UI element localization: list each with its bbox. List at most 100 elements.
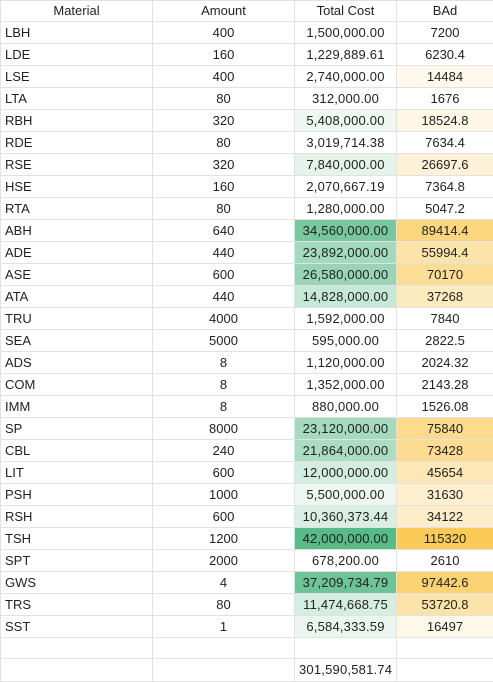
amount-cell[interactable]: 1: [153, 616, 295, 638]
bad-cell[interactable]: 14484: [397, 66, 493, 88]
bad-cell[interactable]: 73428: [397, 440, 493, 462]
header-bad[interactable]: BAd: [397, 1, 493, 22]
amount-cell[interactable]: 320: [153, 110, 295, 132]
amount-cell[interactable]: 400: [153, 66, 295, 88]
bad-cell[interactable]: 115320: [397, 528, 493, 550]
amount-cell[interactable]: 8: [153, 352, 295, 374]
material-cell[interactable]: GWS: [1, 572, 153, 594]
bad-cell[interactable]: 2143.28: [397, 374, 493, 396]
total-cost-cell[interactable]: 1,592,000.00: [295, 308, 397, 330]
total-cost-cell[interactable]: 12,000,000.00: [295, 462, 397, 484]
total-cost-cell[interactable]: 6,584,333.59: [295, 616, 397, 638]
bad-cell[interactable]: 53720.8: [397, 594, 493, 616]
material-cell[interactable]: RTA: [1, 198, 153, 220]
bad-cell[interactable]: 7200: [397, 22, 493, 44]
material-cell[interactable]: HSE: [1, 176, 153, 198]
material-cell[interactable]: TRU: [1, 308, 153, 330]
total-cost-cell[interactable]: 595,000.00: [295, 330, 397, 352]
material-cell[interactable]: TSH: [1, 528, 153, 550]
bad-cell[interactable]: 2024.32: [397, 352, 493, 374]
amount-cell[interactable]: 8: [153, 396, 295, 418]
total-cost-cell[interactable]: 23,120,000.00: [295, 418, 397, 440]
amount-cell[interactable]: 8: [153, 374, 295, 396]
bad-cell[interactable]: 1676: [397, 88, 493, 110]
bad-cell[interactable]: 2822.5: [397, 330, 493, 352]
amount-cell[interactable]: 440: [153, 286, 295, 308]
amount-cell[interactable]: 160: [153, 176, 295, 198]
material-cell[interactable]: RDE: [1, 132, 153, 154]
bad-cell[interactable]: 45654: [397, 462, 493, 484]
material-cell[interactable]: ADE: [1, 242, 153, 264]
header-total-cost[interactable]: Total Cost: [295, 1, 397, 22]
material-cell[interactable]: ASE: [1, 264, 153, 286]
amount-cell[interactable]: 80: [153, 88, 295, 110]
amount-cell[interactable]: 320: [153, 154, 295, 176]
bad-cell[interactable]: 18524.8: [397, 110, 493, 132]
total-cost-cell[interactable]: 10,360,373.44: [295, 506, 397, 528]
amount-cell[interactable]: 2000: [153, 550, 295, 572]
bad-cell[interactable]: 7634.4: [397, 132, 493, 154]
amount-cell[interactable]: 240: [153, 440, 295, 462]
bad-cell[interactable]: 26697.6: [397, 154, 493, 176]
material-cell[interactable]: TRS: [1, 594, 153, 616]
total-cost-cell[interactable]: 678,200.00: [295, 550, 397, 572]
amount-cell[interactable]: 640: [153, 220, 295, 242]
bad-cell[interactable]: 70170: [397, 264, 493, 286]
bad-cell[interactable]: 31630: [397, 484, 493, 506]
amount-cell[interactable]: 1200: [153, 528, 295, 550]
total-cost-cell[interactable]: 2,740,000.00: [295, 66, 397, 88]
material-cell[interactable]: LDE: [1, 44, 153, 66]
total-cost-sum-cell[interactable]: 301,590,581.74: [295, 659, 397, 682]
material-cell[interactable]: ATA: [1, 286, 153, 308]
bad-cell[interactable]: 55994.4: [397, 242, 493, 264]
total-cost-cell[interactable]: 7,840,000.00: [295, 154, 397, 176]
bad-cell[interactable]: 7840: [397, 308, 493, 330]
bad-cell[interactable]: 75840: [397, 418, 493, 440]
material-cell[interactable]: SEA: [1, 330, 153, 352]
amount-cell[interactable]: 8000: [153, 418, 295, 440]
bad-cell[interactable]: 5047.2: [397, 198, 493, 220]
total-cost-cell[interactable]: 3,019,714.38: [295, 132, 397, 154]
material-cell[interactable]: ADS: [1, 352, 153, 374]
bad-cell[interactable]: 16497: [397, 616, 493, 638]
material-cell[interactable]: LBH: [1, 22, 153, 44]
material-cell[interactable]: PSH: [1, 484, 153, 506]
total-cost-cell[interactable]: 14,828,000.00: [295, 286, 397, 308]
material-cell[interactable]: ABH: [1, 220, 153, 242]
total-cost-cell[interactable]: 11,474,668.75: [295, 594, 397, 616]
bad-cell[interactable]: 1526.08: [397, 396, 493, 418]
material-cell[interactable]: LSE: [1, 66, 153, 88]
amount-cell[interactable]: 600: [153, 506, 295, 528]
material-cell[interactable]: LTA: [1, 88, 153, 110]
total-cost-cell[interactable]: 21,864,000.00: [295, 440, 397, 462]
amount-cell[interactable]: 600: [153, 264, 295, 286]
total-cost-cell[interactable]: 1,500,000.00: [295, 22, 397, 44]
total-cost-cell[interactable]: 26,580,000.00: [295, 264, 397, 286]
header-amount[interactable]: Amount: [153, 1, 295, 22]
total-cost-cell[interactable]: 1,229,889.61: [295, 44, 397, 66]
empty-cell[interactable]: [153, 638, 295, 659]
material-cell[interactable]: COM: [1, 374, 153, 396]
amount-cell[interactable]: 5000: [153, 330, 295, 352]
empty-cell[interactable]: [1, 638, 153, 659]
material-cell[interactable]: RSE: [1, 154, 153, 176]
empty-cell[interactable]: [295, 638, 397, 659]
header-material[interactable]: Material: [1, 1, 153, 22]
total-cost-cell[interactable]: 312,000.00: [295, 88, 397, 110]
amount-cell[interactable]: 600: [153, 462, 295, 484]
empty-cell[interactable]: [397, 638, 493, 659]
amount-cell[interactable]: 160: [153, 44, 295, 66]
bad-cell[interactable]: 97442.6: [397, 572, 493, 594]
total-cost-cell[interactable]: 880,000.00: [295, 396, 397, 418]
total-cost-cell[interactable]: 23,892,000.00: [295, 242, 397, 264]
empty-cell[interactable]: [1, 659, 153, 682]
bad-cell[interactable]: 2610: [397, 550, 493, 572]
bad-cell[interactable]: 7364.8: [397, 176, 493, 198]
total-cost-cell[interactable]: 42,000,000.00: [295, 528, 397, 550]
total-cost-cell[interactable]: 37,209,734.79: [295, 572, 397, 594]
material-cell[interactable]: RSH: [1, 506, 153, 528]
material-cell[interactable]: IMM: [1, 396, 153, 418]
amount-cell[interactable]: 80: [153, 132, 295, 154]
total-cost-cell[interactable]: 1,280,000.00: [295, 198, 397, 220]
amount-cell[interactable]: 1000: [153, 484, 295, 506]
